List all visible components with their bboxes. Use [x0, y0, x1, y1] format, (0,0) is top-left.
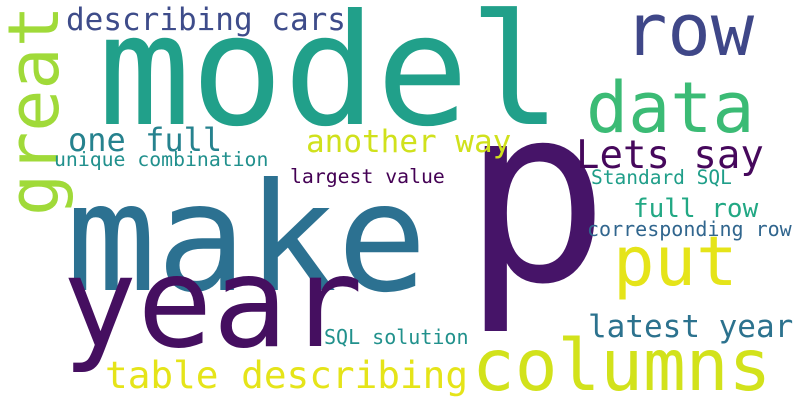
word: year	[62, 231, 363, 376]
word: put	[613, 222, 738, 302]
word: SQL solution	[324, 325, 469, 349]
word: Lets say	[576, 133, 764, 178]
word: make	[66, 152, 427, 326]
word: p	[462, 53, 610, 338]
word: Standard SQL	[591, 166, 732, 189]
word: corresponding row	[587, 217, 793, 241]
word: table describing	[105, 353, 468, 397]
word: another way	[306, 124, 511, 160]
word: describing cars	[66, 2, 346, 38]
word: columns	[472, 324, 771, 400]
word: largest value	[290, 165, 445, 188]
word: unique combination	[54, 148, 268, 171]
word: data	[586, 67, 755, 149]
word: row	[624, 0, 755, 72]
word: great	[0, 5, 75, 216]
word: latest year	[588, 309, 793, 345]
word: full row	[633, 194, 759, 224]
word: model	[98, 0, 562, 161]
word: one full	[68, 121, 222, 159]
